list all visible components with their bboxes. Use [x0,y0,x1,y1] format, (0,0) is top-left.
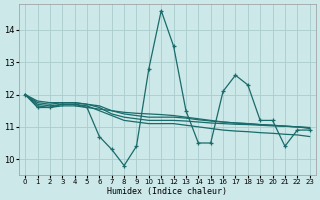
X-axis label: Humidex (Indice chaleur): Humidex (Indice chaleur) [108,187,228,196]
